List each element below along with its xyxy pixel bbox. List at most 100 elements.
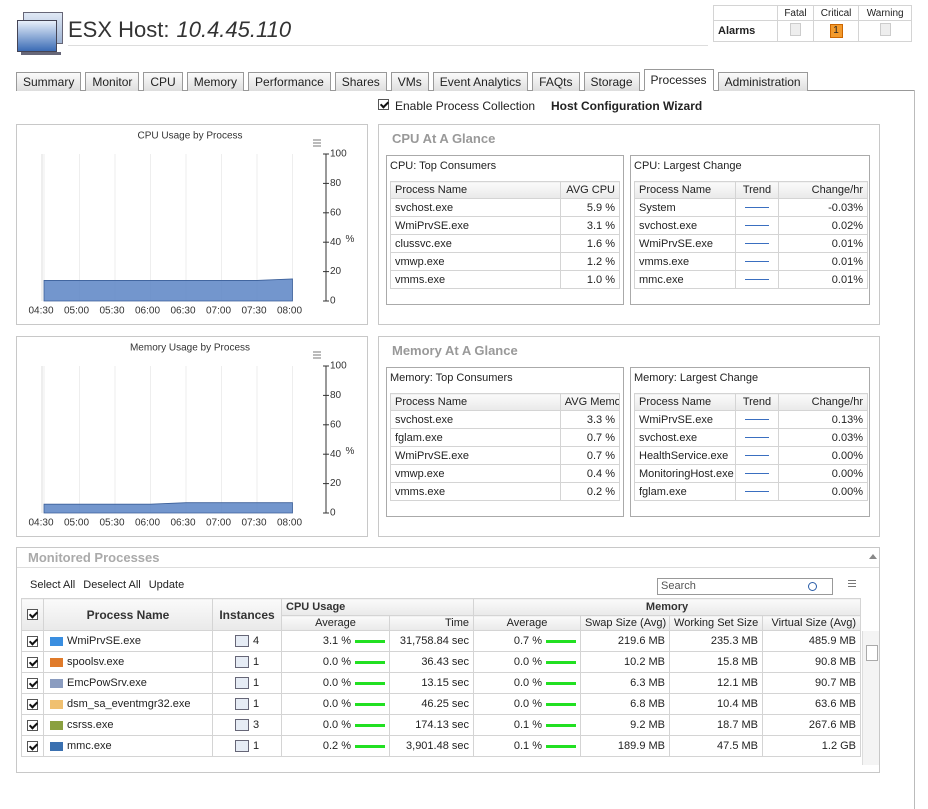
glance-row: MonitoringHost.exe 0.00% [634,464,868,483]
cpu-time: 13.15 sec [388,672,475,694]
alarm-count[interactable]: 1 [829,24,843,39]
tab[interactable]: Summary [16,72,82,91]
glance-box: Memory: Top Consumers Process Name AVG Mem… [386,367,624,517]
glance-row: vmms.exe 0.2 % [390,482,621,501]
glance-row: WmiPrvSE.exe 0.7 % [390,446,621,465]
usage-bar [355,681,385,685]
row-checkbox[interactable] [27,677,38,689]
value: 1.2 % [559,252,621,271]
process-row: mmc.exe 1 0.2 % 3,901.48 sec 0.1 % 189.9 MB 47… [21,735,861,757]
column-header: Working Set Size [669,615,764,631]
memory-average-cell: 0.1 % [473,714,582,736]
column-header: Instances [212,598,282,631]
value: 0.01% [778,252,868,271]
cpu-average: 0.0 % [322,656,351,668]
instances-icon[interactable] [235,740,249,753]
swap-size: 219.6 MB [580,630,671,652]
process-color [50,720,63,730]
working-set-size: 47.5 MB [669,735,764,757]
process-name: fglam.exe [390,428,561,447]
toolbar-button[interactable]: Select All [30,579,76,591]
column-header: AVG CPU [559,181,621,199]
value: 0.03% [778,428,868,447]
grid-menu-icon [848,586,856,587]
tab[interactable]: Memory [186,72,245,91]
scrollbar[interactable] [862,631,879,765]
tab[interactable]: Processes [643,69,714,91]
instances-icon[interactable] [235,656,249,669]
search-box[interactable]: Search [657,578,833,595]
instances-icon[interactable] [235,635,249,648]
glance-box-title: Memory: Largest Change [634,372,759,384]
tab[interactable]: Event Analytics [432,72,529,91]
process-name: System [634,198,736,217]
tab[interactable]: FAQts [532,72,580,91]
instances-cell: 1 [212,735,282,757]
column-header: Process Name [390,393,561,411]
process-name: csrss.exe [67,719,114,731]
select-all-checkbox[interactable] [27,609,38,621]
page-title: ESX Host: [68,17,170,42]
column-header: Swap Size (Avg) [580,615,671,631]
glance-row: svchost.exe 5.9 % [390,198,621,217]
alarm-cell: 1 [812,20,860,42]
row-checkbox[interactable] [27,740,38,752]
row-select [21,735,44,757]
process-name: dsm_sa_eventmgr32.exe [67,698,191,710]
row-checkbox[interactable] [27,635,38,647]
glance-row: WmiPrvSE.exe 0.01% [634,234,868,253]
column-header: AVG Memory [559,393,621,411]
wizard-link[interactable]: Host Configuration Wizard [551,99,703,113]
alarm-empty [789,23,801,37]
glance-row: vmwp.exe 1.2 % [390,252,621,271]
glance-row: fglam.exe 0.7 % [390,428,621,447]
value: 0.2 % [559,482,621,501]
instances: 4 [253,634,260,647]
row-checkbox[interactable] [27,698,38,710]
virtual-size: 90.7 MB [762,672,861,694]
column-header: Trend [735,181,779,199]
glance-row: svchost.exe 0.03% [634,428,868,447]
tab[interactable]: Shares [334,72,387,91]
glance-header: Process Name AVG CPU [390,181,621,199]
toolbar-button[interactable]: Update [148,579,185,591]
glance-title: Memory At A Glance [392,343,518,358]
tab[interactable]: Monitor [85,72,140,91]
group-header: Memory [473,598,861,616]
tab[interactable]: Performance [248,72,331,91]
monitored-panel: Monitored Processes [16,547,880,773]
value: 0.7 % [559,446,621,465]
glance-box: Memory: Largest Change Process Name Trend C… [630,367,870,517]
tab[interactable]: Storage [583,72,640,91]
instances-cell: 1 [212,693,282,715]
tab[interactable]: VMs [390,72,429,91]
instances-icon[interactable] [235,677,249,690]
collapse-arrow[interactable] [869,554,877,559]
trend-cell [735,216,779,235]
instances-icon[interactable] [235,719,249,732]
toolbar-button[interactable]: Deselect All [83,579,141,591]
column-header: Average [281,615,390,631]
tab[interactable]: Administration [717,72,808,91]
scroll-thumb[interactable] [866,645,878,661]
collection-checkbox[interactable] [378,99,389,110]
row-checkbox[interactable] [27,656,38,668]
instances: 1 [253,697,260,710]
row-select [21,693,44,715]
usage-bar [546,639,577,643]
trend-line [745,225,769,227]
working-set-size: 235.3 MB [669,630,764,652]
grid-menu-icon [848,580,856,581]
process-name: vmms.exe [390,270,561,289]
process-name: clussvc.exe [390,234,561,253]
process-name: WmiPrvSE.exe [634,410,736,429]
row-checkbox[interactable] [27,719,38,731]
row-select [21,714,44,736]
instances-icon[interactable] [235,698,249,711]
value: 1.0 % [559,270,621,289]
search-placeholder: Search [661,580,696,592]
process-name-cell: mmc.exe [43,735,213,757]
tab[interactable]: CPU [143,72,183,91]
value: 0.00% [778,446,868,465]
